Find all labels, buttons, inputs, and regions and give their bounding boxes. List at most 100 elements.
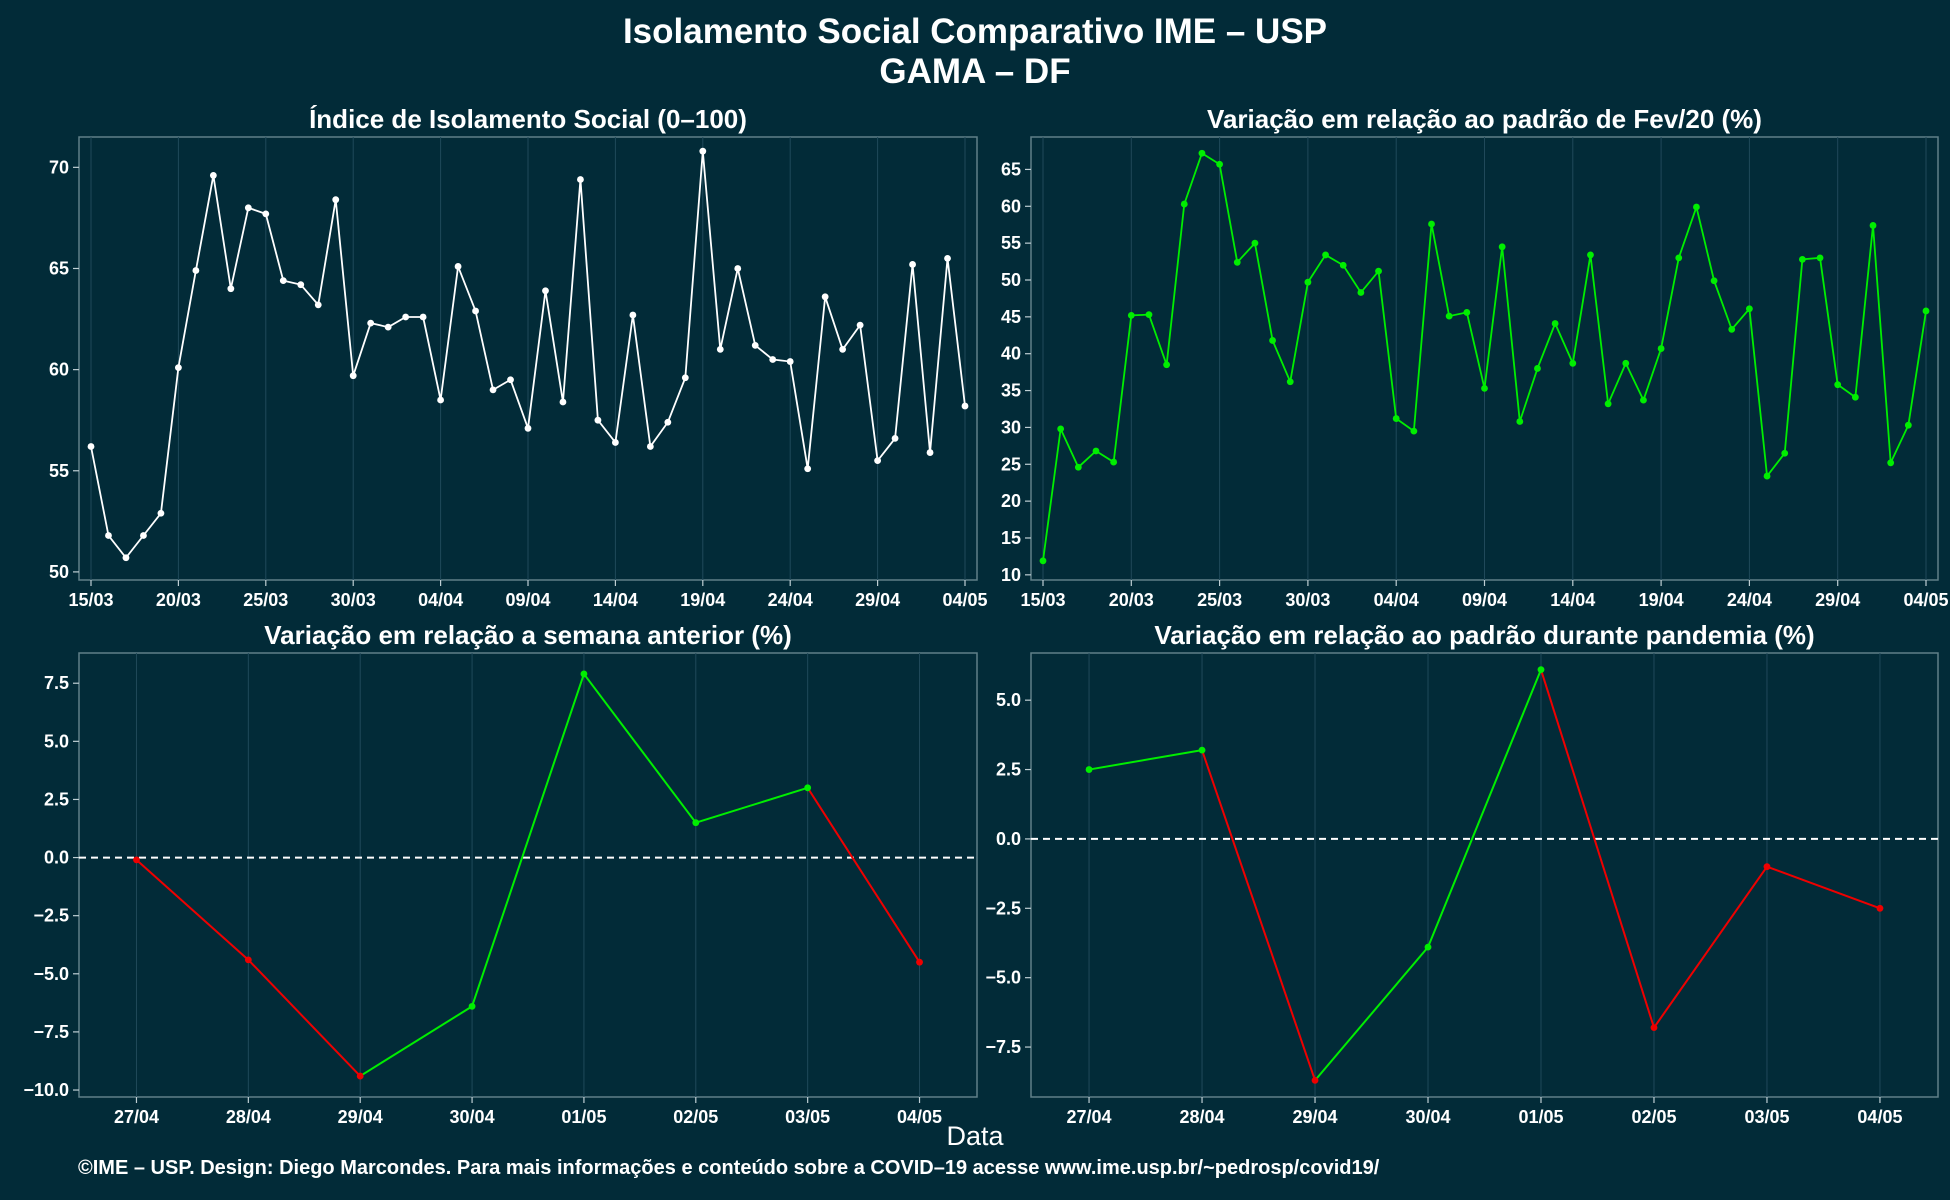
data-point xyxy=(1424,943,1432,951)
y-tick-label: 40 xyxy=(1001,344,1021,364)
y-tick-label: −7.5 xyxy=(33,1022,69,1042)
y-tick-label: 20 xyxy=(1001,491,1021,511)
data-point xyxy=(157,509,165,517)
chart-title: Variação em relação ao padrão de Fev/20 … xyxy=(1207,104,1762,134)
data-point xyxy=(1251,239,1259,247)
x-tick-label: 15/03 xyxy=(68,590,113,610)
data-point xyxy=(1216,160,1223,168)
data-point xyxy=(1834,381,1842,389)
data-point xyxy=(734,265,742,272)
data-point xyxy=(1269,337,1276,344)
y-tick-label: 0.0 xyxy=(996,829,1021,849)
data-point xyxy=(133,856,140,864)
data-point xyxy=(454,263,462,270)
data-point xyxy=(580,670,588,678)
y-tick-label: 70 xyxy=(49,157,69,177)
series-segment xyxy=(806,787,921,963)
series-segment xyxy=(695,786,808,824)
data-point xyxy=(646,443,654,450)
series-line xyxy=(1042,151,1927,561)
data-point xyxy=(1198,149,1206,157)
data-point xyxy=(507,376,514,384)
data-point xyxy=(856,321,864,329)
chart-title: Variação em relação ao padrão durante pa… xyxy=(1154,620,1814,650)
data-point xyxy=(1392,415,1400,422)
data-point xyxy=(1798,255,1806,263)
data-point xyxy=(1357,289,1365,296)
x-tick-label: 25/03 xyxy=(1197,590,1242,610)
data-point xyxy=(1587,251,1594,259)
data-point xyxy=(437,396,444,404)
x-tick-label: 09/04 xyxy=(1462,590,1507,610)
data-point xyxy=(577,176,584,183)
data-point xyxy=(926,449,934,456)
x-tick-label: 04/05 xyxy=(942,590,987,610)
data-point xyxy=(175,364,182,372)
data-point xyxy=(262,210,270,218)
data-point xyxy=(1074,463,1082,471)
data-point xyxy=(1693,203,1700,211)
data-point xyxy=(821,293,829,301)
data-point xyxy=(1163,361,1171,369)
data-point xyxy=(944,254,951,262)
y-tick-label: 55 xyxy=(49,461,69,481)
data-point xyxy=(1145,311,1153,319)
data-point xyxy=(1286,378,1294,386)
data-point xyxy=(1085,766,1093,773)
data-point xyxy=(349,372,357,380)
data-point xyxy=(1675,254,1683,262)
data-point xyxy=(105,532,112,539)
series-segment xyxy=(1653,866,1768,1029)
y-tick-label: −2.5 xyxy=(33,906,69,926)
series-segment xyxy=(1766,865,1881,910)
x-tick-label: 19/04 xyxy=(1639,590,1684,610)
data-point xyxy=(1781,449,1789,457)
data-point xyxy=(1569,359,1577,367)
series-line xyxy=(90,151,966,560)
data-point xyxy=(140,532,147,539)
data-point xyxy=(1657,345,1665,352)
data-point xyxy=(1311,1076,1319,1084)
y-tick-label: 45 xyxy=(1001,307,1021,327)
y-tick-label: 2.5 xyxy=(44,789,69,809)
data-point xyxy=(1728,325,1736,333)
data-point xyxy=(769,356,777,363)
x-axis-label: Data xyxy=(946,1121,1004,1151)
data-point xyxy=(489,386,497,394)
data-point xyxy=(244,956,252,964)
y-tick-label: 30 xyxy=(1001,417,1021,437)
data-point xyxy=(909,261,916,268)
data-point xyxy=(559,398,567,406)
chart-title: Variação em relação a semana anterior (%… xyxy=(264,620,792,650)
series-segment xyxy=(359,1005,473,1077)
data-point xyxy=(1922,307,1930,315)
y-tick-label: 5.0 xyxy=(996,690,1021,710)
data-point xyxy=(367,319,375,327)
data-point xyxy=(1039,557,1047,565)
data-point xyxy=(542,287,549,295)
x-tick-label: 20/03 xyxy=(1109,590,1154,610)
data-point xyxy=(468,1002,476,1010)
footer-credit: ©IME – USP. Design: Diego Marcondes. Par… xyxy=(78,1157,1380,1179)
data-point xyxy=(1304,278,1312,286)
x-tick-label: 24/04 xyxy=(768,590,813,610)
series-segment xyxy=(135,859,250,961)
data-point xyxy=(1763,472,1771,480)
data-point xyxy=(1057,425,1065,433)
y-tick-label: 5.0 xyxy=(44,731,69,751)
data-point xyxy=(1851,393,1859,401)
y-tick-label: 55 xyxy=(1001,233,1021,253)
data-point xyxy=(804,465,812,473)
data-point xyxy=(1622,359,1630,367)
data-point xyxy=(786,358,794,365)
y-tick-label: 10 xyxy=(1001,565,1021,585)
data-point xyxy=(279,277,287,285)
x-tick-label: 04/04 xyxy=(1374,590,1419,610)
data-point xyxy=(384,323,392,331)
data-point xyxy=(297,281,305,289)
data-point xyxy=(524,424,532,432)
data-point xyxy=(1410,427,1418,435)
chart-title: Índice de Isolamento Social (0–100) xyxy=(309,104,747,134)
x-tick-label: 14/04 xyxy=(593,590,638,610)
